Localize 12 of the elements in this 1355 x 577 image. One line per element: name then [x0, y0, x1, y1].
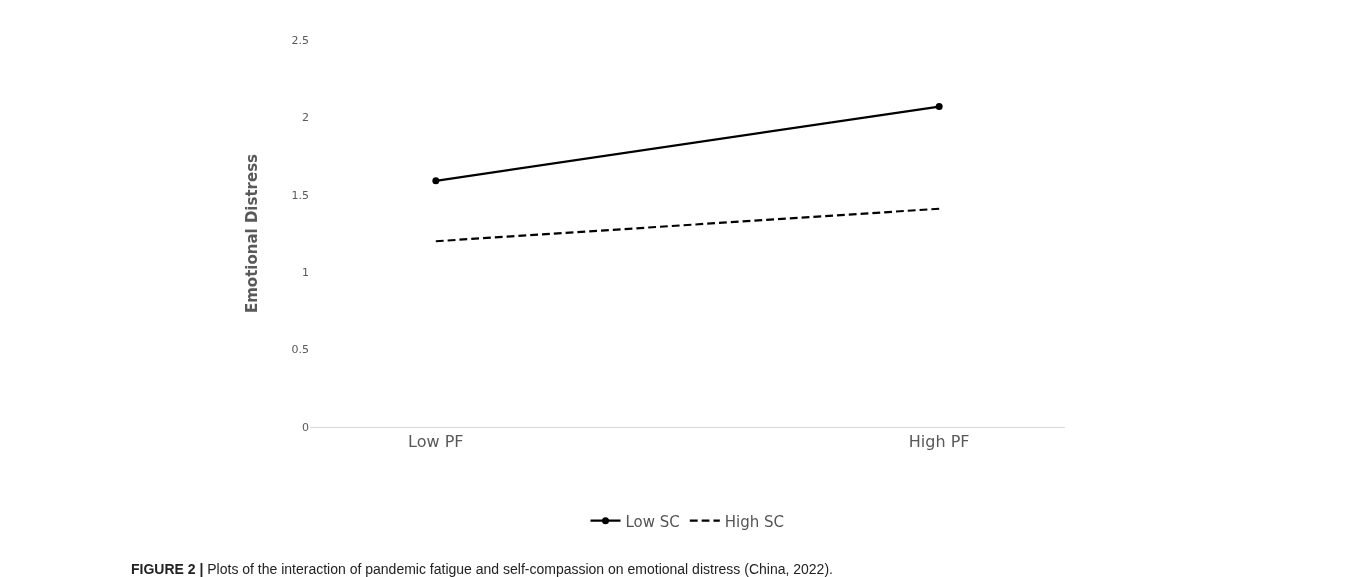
x-tick-label: Low PF	[408, 432, 464, 452]
y-axis-title: Emotional Distress	[242, 153, 261, 314]
y-tick-label: 0	[302, 420, 309, 434]
x-tick-label: High PF	[908, 432, 970, 452]
caption: FIGURE 2 | Plots of the interaction of pandemic fatigue and self-compassion on emotional distress (China, 2022).	[131, 561, 833, 577]
y-tick-label: 0.5	[291, 343, 309, 357]
y-tick-label: 2	[302, 111, 309, 125]
legend-label: High SC	[724, 512, 785, 531]
legend-label: Low SC	[625, 512, 680, 531]
y-tick-label: 1	[302, 266, 309, 280]
y-tick-label: 2.5	[291, 33, 309, 47]
y-tick-label: 1.5	[291, 188, 309, 202]
